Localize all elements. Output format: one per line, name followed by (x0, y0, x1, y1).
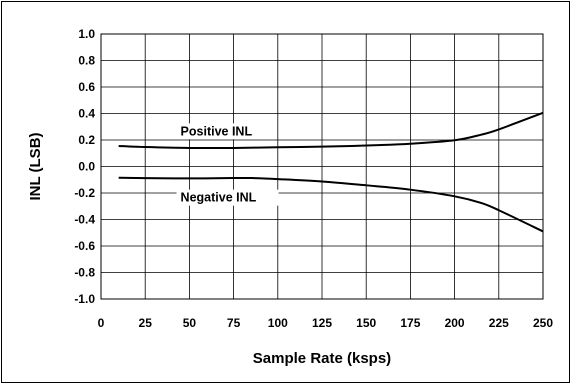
grid (100, 33, 544, 300)
curves (118, 111, 544, 233)
y-tick-label-5: 0.0 (78, 160, 95, 174)
y-tick-label-9: -0.8 (74, 266, 95, 280)
y-tick-label-0: 1.0 (78, 27, 95, 41)
x-tick-label-10: 250 (533, 316, 553, 330)
y-axis-title: INL (LSB) (27, 132, 44, 200)
y-tick-label-1: 0.8 (78, 54, 95, 68)
x-tick-label-7: 175 (400, 316, 420, 330)
series-labels: Positive INL Negative INL (176, 123, 279, 206)
x-tick-label-6: 150 (356, 316, 376, 330)
x-tick-label-9: 225 (489, 316, 509, 330)
series-line-negative-inl (118, 176, 544, 233)
y-tick-label-6: -0.2 (74, 186, 95, 200)
x-tick-label-2: 50 (183, 316, 197, 330)
series-line-positive-inl (118, 111, 544, 150)
x-tick-label-5: 125 (312, 316, 332, 330)
x-tick-label-4: 100 (268, 316, 288, 330)
x-axis-title: Sample Rate (ksps) (253, 350, 391, 367)
x-tick-label-1: 25 (139, 316, 153, 330)
x-tick-label-0: 0 (98, 316, 105, 330)
x-tick-labels: 0 25 50 75 100 125 150 175 200 225 250 (98, 316, 554, 330)
x-tick-label-3: 75 (227, 316, 241, 330)
x-tick-label-8: 200 (445, 316, 465, 330)
y-tick-labels: 1.0 0.8 0.6 0.4 0.2 0.0 -0.2 -0.4 -0.6 -0.8 -1.0 (74, 27, 95, 306)
chart-frame (1, 1, 570, 383)
series-label-negative-inl: Negative INL (181, 191, 257, 205)
y-tick-label-8: -0.6 (74, 239, 95, 253)
y-tick-label-7: -0.4 (74, 213, 95, 227)
y-tick-label-2: 0.6 (78, 80, 95, 94)
series-label-bg-negative-inl (176, 189, 279, 206)
plot-area (100, 33, 544, 300)
series-label-positive-inl: Positive INL (181, 124, 253, 138)
y-tick-label-3: 0.4 (78, 107, 95, 121)
y-tick-label-4: 0.2 (78, 133, 95, 147)
series-label-bg-positive-inl (176, 123, 273, 140)
y-tick-label-10: -1.0 (74, 292, 95, 306)
